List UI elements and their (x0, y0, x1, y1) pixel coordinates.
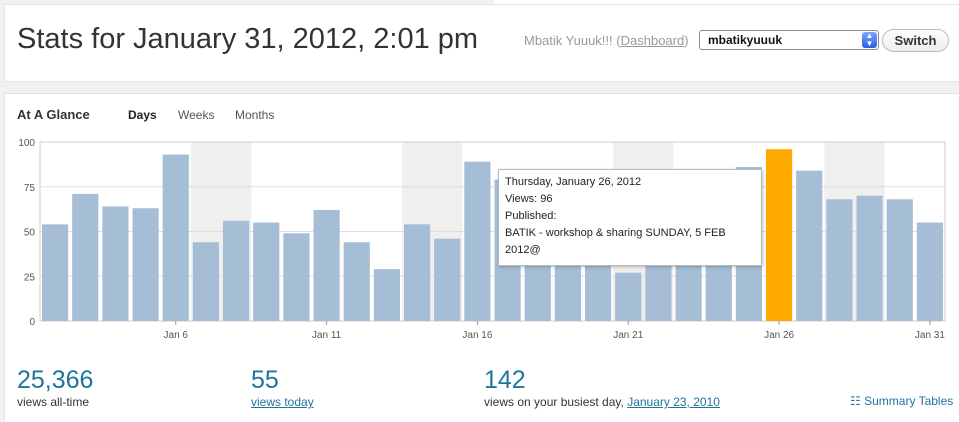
tab-months[interactable]: Months (235, 108, 275, 122)
bar[interactable] (132, 208, 159, 321)
views-today-link[interactable]: views today (251, 395, 314, 409)
bar[interactable] (615, 272, 642, 321)
switch-button[interactable]: Switch (882, 29, 949, 52)
x-tick-label: Jan 21 (613, 330, 643, 341)
y-tick-label: 25 (24, 272, 36, 283)
bar[interactable] (343, 242, 370, 321)
blog-select[interactable]: mbatikyuuuk ▲ ▼ (699, 30, 879, 50)
bar[interactable] (404, 224, 431, 321)
x-tick-label: Jan 11 (312, 330, 342, 341)
bar[interactable] (886, 199, 913, 321)
x-tick-label: Jan 26 (764, 330, 794, 341)
bar[interactable] (283, 233, 310, 321)
paren-open: ( (612, 33, 621, 48)
stat-all-time: 25,366 views all-time (17, 365, 93, 409)
blog-name: Mbatik Yuuuk!!! (524, 33, 613, 48)
stat-today-value: 55 (251, 366, 279, 394)
stat-today: 55 views today (251, 365, 314, 409)
chart-tooltip: Thursday, January 26, 2012 Views: 96 Pub… (498, 169, 762, 266)
tooltip-post-title: BATIK - workshop & sharing SUNDAY, 5 FEB… (505, 227, 726, 256)
tab-days[interactable]: Days (128, 108, 157, 122)
summary-tables-label: Summary Tables (864, 394, 954, 408)
page-header: Stats for January 31, 2012, 2:01 pm Mbat… (4, 4, 959, 82)
blog-select-value: mbatikyuuuk (708, 33, 783, 47)
bar[interactable] (162, 154, 189, 321)
bar[interactable] (373, 269, 400, 321)
bar[interactable] (856, 195, 883, 321)
bar[interactable] (766, 149, 793, 321)
bar[interactable] (916, 222, 943, 321)
bar[interactable] (192, 242, 219, 321)
stat-all-time-value: 25,366 (17, 366, 94, 394)
bar[interactable] (42, 224, 69, 321)
bar[interactable] (223, 220, 250, 321)
blog-info: Mbatik Yuuuk!!! (Dashboard) (524, 33, 689, 48)
bar[interactable] (72, 193, 99, 321)
bar[interactable] (464, 161, 491, 321)
stat-all-time-label: views all-time (17, 395, 90, 409)
views-chart[interactable]: 0 25 50 75 100 Jan 6 Jan 11 Jan 16 Jan 21 Jan 26 J… (5, 94, 959, 354)
y-tick-label: 75 (24, 183, 36, 194)
glance-title: At A Glance (17, 107, 90, 122)
bar[interactable] (253, 222, 280, 321)
dashboard-link[interactable]: Dashboard (620, 33, 685, 48)
top-tab-strip (494, 0, 959, 4)
plot-border (39, 141, 946, 322)
y-tick-label: 0 (29, 317, 35, 328)
stat-busiest: 142 views on your busiest day, January 2… (484, 365, 720, 409)
stat-busiest-label: views on your busiest day, (484, 395, 628, 409)
tooltip-published-label: Published: (505, 210, 557, 222)
x-tick-label: Jan 6 (164, 330, 189, 341)
bar[interactable] (826, 199, 853, 321)
stat-busiest-value: 142 (484, 366, 526, 394)
updown-arrows-icon: ▲ ▼ (862, 32, 877, 48)
bar[interactable] (796, 170, 823, 321)
tooltip-date: Thursday, January 26, 2012 (505, 176, 642, 188)
page-title: Stats for January 31, 2012, 2:01 pm (17, 23, 479, 55)
bar[interactable] (313, 210, 340, 321)
y-tick-label: 100 (18, 138, 35, 149)
glance-panel: At A Glance Days Weeks Months 0 25 50 75 100… (4, 93, 959, 422)
paren-close: ) (684, 33, 689, 48)
bar[interactable] (102, 206, 129, 321)
tooltip-views: Views: 96 (505, 193, 553, 205)
x-tick-label: Jan 16 (462, 330, 492, 341)
table-icon: ☷ (850, 394, 861, 408)
x-tick-label: Jan 31 (915, 330, 945, 341)
y-tick-label: 50 (24, 228, 36, 239)
busiest-day-link[interactable]: January 23, 2010 (627, 395, 720, 409)
summary-tables-link[interactable]: ☷ Summary Tables (850, 394, 953, 408)
bar[interactable] (434, 238, 461, 321)
tab-weeks[interactable]: Weeks (178, 108, 215, 122)
